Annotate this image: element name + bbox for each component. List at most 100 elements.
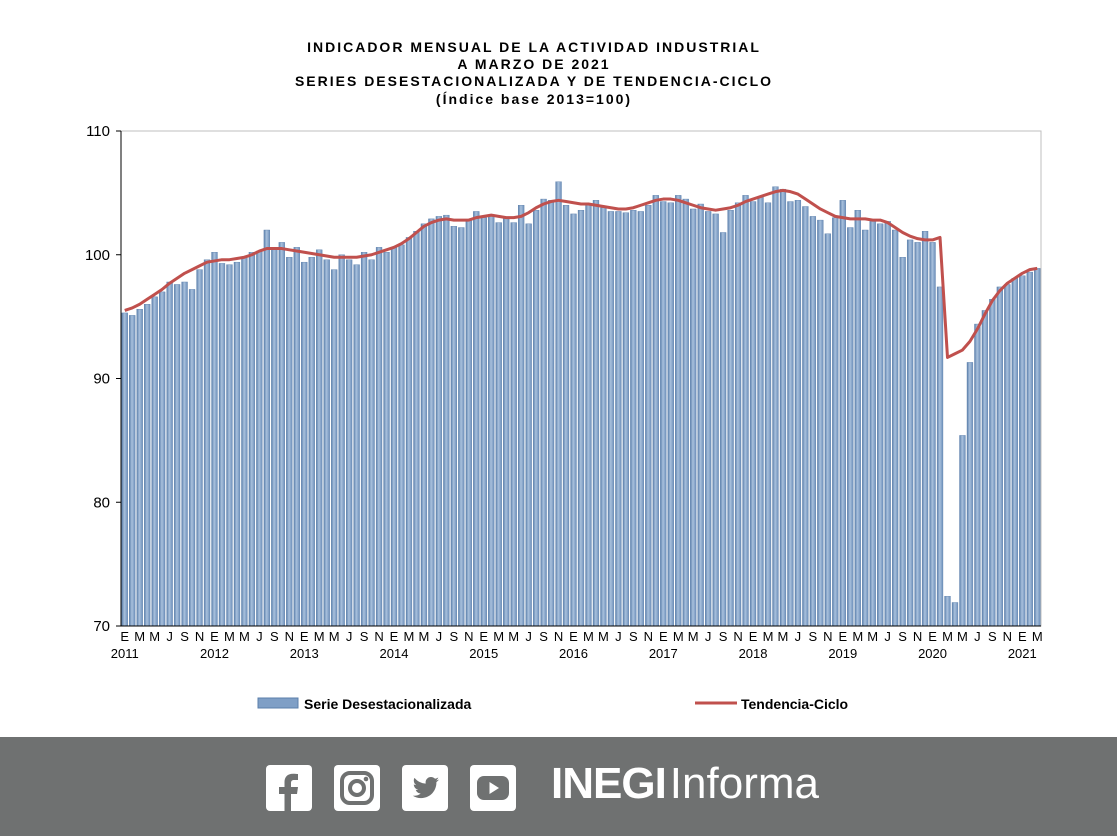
bar: [353, 264, 360, 627]
x-tick-label: M: [134, 629, 145, 644]
bar: [615, 211, 622, 627]
x-tick-label: J: [884, 629, 891, 644]
inegi-informa-logo[interactable]: INEGI Informa: [551, 759, 819, 809]
bar: [375, 247, 383, 627]
x-tick-label: E: [1018, 629, 1027, 644]
bar: [248, 252, 256, 627]
x-tick-label: N: [464, 629, 473, 644]
bar: [555, 181, 562, 627]
x-tick-label: S: [270, 629, 279, 644]
bar: [368, 259, 375, 627]
legend-bar-swatch: [257, 697, 299, 709]
x-tick-label: S: [539, 629, 548, 644]
x-tick-label: M: [852, 629, 863, 644]
year-label: 2013: [290, 646, 319, 661]
bar: [869, 221, 876, 627]
x-tick-label: J: [705, 629, 712, 644]
year-label: 2019: [828, 646, 857, 661]
bar: [675, 195, 682, 627]
bar: [884, 221, 891, 627]
x-tick-label: M: [314, 629, 325, 644]
bar: [398, 244, 405, 627]
bar: [921, 231, 929, 627]
twitter-icon[interactable]: [402, 765, 448, 811]
bar: [862, 229, 869, 627]
bar: [974, 323, 981, 627]
instagram-icon[interactable]: [334, 765, 380, 811]
trend-line: [124, 188, 1038, 359]
x-tick-label: E: [479, 629, 488, 644]
x-tick-label: M: [673, 629, 684, 644]
bar: [256, 250, 263, 627]
x-tick-label: N: [285, 629, 294, 644]
bar: [278, 242, 285, 627]
bar: [727, 209, 734, 627]
chart-title: INDICADOR MENSUAL DE LA ACTIVIDAD INDUST…: [295, 39, 773, 107]
x-tick-label: S: [719, 629, 728, 644]
x-tick-label: J: [346, 629, 353, 644]
bar: [503, 217, 510, 627]
bar: [473, 211, 480, 627]
bar: [121, 312, 128, 627]
bar: [331, 269, 338, 627]
x-tick-label: M: [149, 629, 160, 644]
bar: [637, 211, 644, 627]
bar: [667, 202, 674, 627]
bar: [286, 257, 293, 627]
brand-informa: Informa: [669, 759, 819, 808]
bar: [166, 281, 173, 627]
bar: [906, 239, 914, 627]
x-tick-label: M: [419, 629, 430, 644]
bar: [196, 269, 203, 627]
bar: [772, 186, 779, 627]
bar: [323, 259, 330, 627]
bar: [824, 233, 831, 627]
x-tick-label: S: [360, 629, 369, 644]
bar: [697, 203, 704, 627]
youtube-icon[interactable]: [470, 765, 516, 811]
bar: [645, 205, 652, 627]
bar: [817, 219, 824, 627]
year-label: 2017: [649, 646, 678, 661]
bar: [173, 284, 181, 627]
bar: [892, 229, 899, 627]
x-tick-label: E: [300, 629, 309, 644]
bar: [181, 281, 188, 627]
x-tick-label: E: [210, 629, 219, 644]
bar: [959, 435, 966, 627]
x-tick-label: E: [659, 629, 668, 644]
x-tick-label: E: [928, 629, 937, 644]
bar: [757, 196, 764, 627]
legend: Serie Desestacionalizada Tendencia-Ciclo: [257, 696, 848, 712]
bar: [271, 249, 278, 627]
year-label: 2014: [380, 646, 409, 661]
bar: [211, 252, 218, 627]
bar: [360, 252, 368, 627]
bar: [1019, 275, 1026, 627]
bar: [660, 201, 667, 627]
bar: [682, 198, 689, 627]
bar: [547, 200, 555, 627]
bar: [749, 201, 757, 627]
bar: [764, 202, 772, 627]
x-tick-label: M: [867, 629, 878, 644]
x-tick-label: M: [224, 629, 235, 644]
x-tick-label: E: [390, 629, 399, 644]
title-line-3: SERIES DESESTACIONALIZADA Y DE TENDENCIA…: [295, 73, 773, 89]
year-label: 2020: [918, 646, 947, 661]
bar: [877, 223, 884, 627]
bar: [465, 219, 472, 627]
x-tick-label: N: [733, 629, 742, 644]
legend-label-line: Tendencia-Ciclo: [741, 696, 848, 712]
bar: [936, 286, 944, 627]
bar: [458, 227, 465, 627]
bar: [779, 188, 787, 627]
bar: [577, 209, 585, 627]
bar: [622, 212, 630, 627]
x-tick-label: S: [988, 629, 997, 644]
x-tick-label: S: [180, 629, 189, 644]
bar: [136, 309, 143, 627]
x-tick-label: N: [644, 629, 653, 644]
facebook-icon[interactable]: [266, 765, 312, 811]
bar: [742, 195, 749, 627]
